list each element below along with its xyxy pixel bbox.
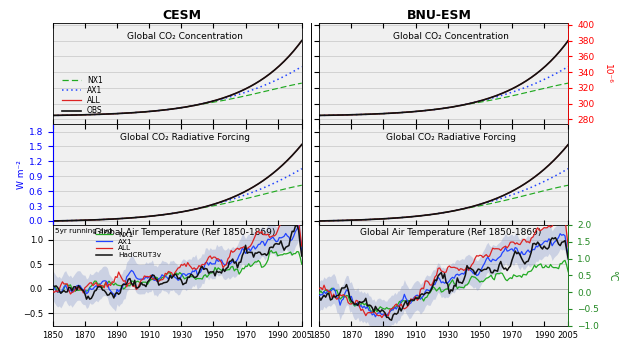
Text: Global CO₂ Radiative Forcing: Global CO₂ Radiative Forcing: [386, 133, 516, 142]
Y-axis label: 10⁻⁶: 10⁻⁶: [603, 64, 612, 84]
Text: Global Air Temperature (Ref 1850-1869): Global Air Temperature (Ref 1850-1869): [94, 228, 276, 237]
Y-axis label: °C: °C: [607, 270, 617, 281]
Text: Global Air Temperature (Ref 1850-1869): Global Air Temperature (Ref 1850-1869): [361, 228, 542, 237]
Text: CESM: CESM: [162, 9, 201, 22]
Text: Global CO₂ Concentration: Global CO₂ Concentration: [127, 32, 243, 41]
Legend: NX1, AX1, ALL, OBS: NX1, AX1, ALL, OBS: [61, 76, 102, 115]
Y-axis label: W m⁻²: W m⁻²: [17, 160, 26, 189]
Text: Global CO₂ Radiative Forcing: Global CO₂ Radiative Forcing: [120, 133, 250, 142]
Text: 5yr running avg: 5yr running avg: [55, 228, 112, 234]
Legend: NX1, AX1, ALL, HadCRUT3v: NX1, AX1, ALL, HadCRUT3v: [96, 232, 161, 258]
Text: Global CO₂ Concentration: Global CO₂ Concentration: [393, 32, 509, 41]
Text: BNU-ESM: BNU-ESM: [407, 9, 472, 22]
